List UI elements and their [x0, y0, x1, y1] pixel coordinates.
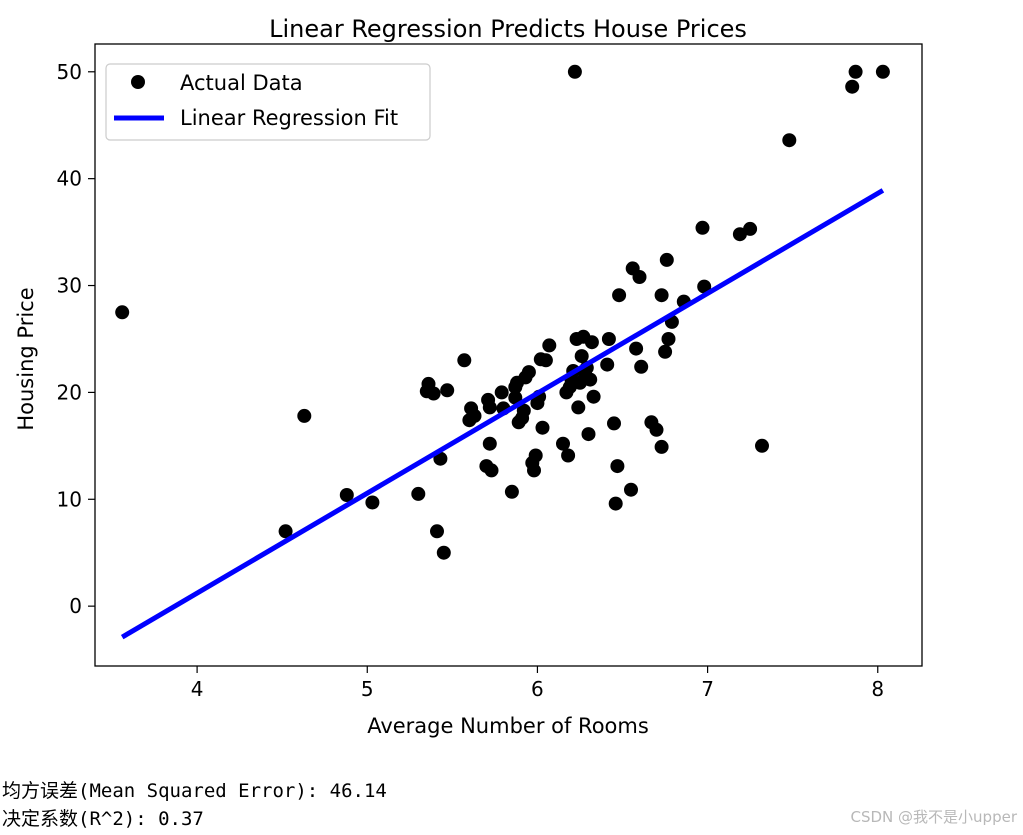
data-point-58: [583, 372, 598, 387]
data-point-78: [661, 332, 676, 346]
data-point-36: [528, 448, 543, 463]
data-point-3: [297, 408, 312, 423]
plot-frame: [94, 43, 923, 667]
y-axis-label: Housing Price: [14, 287, 38, 430]
x-tick-label: 4: [191, 677, 204, 701]
data-point-5: [365, 495, 380, 510]
data-point-70: [632, 270, 647, 284]
data-point-25: [504, 484, 519, 499]
data-point-86: [782, 133, 797, 148]
data-point-22: [484, 463, 499, 478]
data-point-9: [426, 386, 441, 401]
data-point-33: [521, 365, 536, 380]
data-point-64: [608, 496, 623, 511]
data-point-63: [607, 416, 621, 431]
data-point-60: [586, 389, 601, 404]
y-tick-label: 10: [57, 487, 82, 511]
data-point-40: [535, 420, 550, 435]
x-axis-label: Average Number of Rooms: [367, 714, 649, 738]
data-point-69: [629, 341, 644, 356]
data-point-31: [516, 403, 531, 418]
legend-marker-actual-data: [131, 75, 145, 89]
data-point-76: [658, 344, 673, 359]
data-point-88: [848, 64, 863, 79]
data-point-51: [571, 400, 586, 415]
regression-fit-line: [120, 188, 885, 640]
data-point-85: [755, 438, 769, 453]
data-point-66: [612, 288, 627, 303]
data-point-62: [601, 332, 616, 346]
data-point-20: [482, 400, 497, 415]
y-tick-label: 50: [57, 60, 82, 84]
data-point-13: [440, 383, 455, 398]
legend-label-actual-data: Actual Data: [180, 71, 303, 95]
data-point-1: [115, 305, 130, 320]
watermark: CSDN @我不是小upper: [850, 808, 1017, 826]
data-point-61: [600, 357, 615, 372]
data-point-2: [278, 524, 293, 539]
legend-label-fit-line: Linear Regression Fit: [180, 106, 398, 130]
data-point-84: [743, 221, 758, 236]
data-point-87: [845, 79, 860, 94]
x-tick-label: 7: [701, 677, 714, 701]
r2-output: 决定系数(R^2): 0.37: [2, 808, 204, 830]
data-point-73: [649, 422, 664, 437]
data-point-14: [457, 353, 472, 368]
data-point-81: [695, 220, 710, 235]
x-tick-label: 8: [871, 677, 884, 701]
data-point-21: [482, 436, 497, 451]
x-tick-label: 5: [361, 677, 374, 701]
data-point-10: [430, 524, 444, 539]
data-point-41: [538, 353, 553, 368]
chart-title: Linear Regression Predicts House Prices: [269, 15, 747, 43]
data-point-35: [527, 463, 541, 478]
y-tick-label: 30: [57, 274, 82, 298]
data-point-77: [659, 252, 674, 267]
data-point-71: [634, 359, 649, 374]
data-point-42: [542, 338, 557, 353]
data-point-45: [561, 448, 576, 463]
data-point-65: [610, 459, 625, 474]
scatter-chart: Linear Regression Predicts House Prices …: [14, 15, 923, 738]
data-point-59: [584, 335, 599, 350]
y-tick-label: 40: [57, 167, 82, 191]
data-point-57: [581, 427, 596, 442]
legend: Actual Data Linear Regression Fit: [105, 63, 431, 141]
data-point-43: [556, 436, 570, 451]
data-point-53: [574, 349, 589, 364]
y-axis-ticks: 0 10 20 30 40 50: [57, 60, 95, 618]
plot-area: [115, 64, 890, 640]
y-tick-label: 20: [57, 380, 82, 404]
data-point-6: [411, 486, 426, 501]
mse-output: 均方误差(Mean Squared Error): 46.14: [2, 780, 387, 802]
data-point-89: [875, 64, 890, 79]
data-point-4: [339, 488, 354, 502]
data-point-75: [654, 288, 669, 303]
data-point-12: [436, 545, 451, 560]
data-point-74: [654, 439, 669, 454]
data-point-23: [494, 385, 509, 400]
data-point-27: [508, 390, 523, 405]
data-point-49: [567, 64, 582, 79]
data-point-67: [624, 482, 638, 497]
data-point-82: [697, 279, 712, 294]
legend-box: [105, 63, 431, 141]
data-point-17: [467, 408, 482, 423]
x-tick-label: 6: [531, 677, 544, 701]
y-tick-label: 0: [69, 594, 82, 618]
x-axis-ticks: 4 5 6 7 8: [191, 666, 884, 701]
